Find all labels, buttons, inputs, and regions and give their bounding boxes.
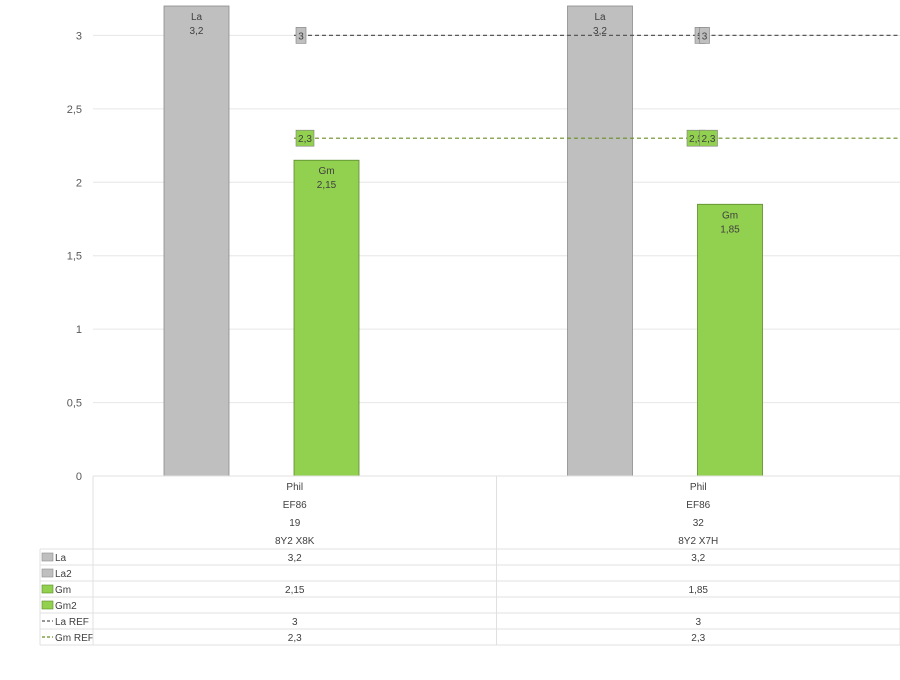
category-label: 19 <box>289 518 301 529</box>
legend-entry: La <box>55 553 67 564</box>
legend-key-gm <box>41 584 54 594</box>
table-cell: 3,2 <box>288 553 302 564</box>
bar-label-series: La <box>594 12 606 23</box>
ref-label: 2,3 <box>689 134 703 145</box>
table-cell: 3,2 <box>691 553 705 564</box>
legend-key-gm2 <box>41 600 54 610</box>
category-label: Phil <box>286 482 303 493</box>
bar-label-series: La <box>191 12 203 23</box>
table-cell: 2,3 <box>691 633 705 644</box>
table-cell: 3 <box>292 617 298 628</box>
legend-key-la <box>41 552 54 562</box>
bar-label-value: 2,15 <box>317 180 337 191</box>
category-label: 8Y2 X7H <box>678 536 718 547</box>
category-label: 8Y2 X8K <box>275 536 315 547</box>
bar-label-series: Gm <box>722 210 738 221</box>
ref-label: 3 <box>298 31 304 42</box>
y-tick-label: 1,5 <box>67 251 82 263</box>
table-cell: 2,3 <box>288 633 302 644</box>
bar-label-value: 1,85 <box>720 224 740 235</box>
ref-label: 2,3 <box>298 134 312 145</box>
y-tick-label: 1 <box>76 324 82 336</box>
bar-la <box>567 5 633 477</box>
ref-label-box <box>699 129 718 147</box>
legend-entry: Gm <box>55 585 71 596</box>
legend-key-la2 <box>41 568 54 578</box>
category-label: EF86 <box>686 500 710 511</box>
bar-gm <box>697 203 763 477</box>
legend-entry: La REF <box>55 617 89 628</box>
y-tick-label: 3 <box>76 30 82 42</box>
category-label: 32 <box>693 518 705 529</box>
bar-label-value: 3,2 <box>593 26 607 37</box>
ref-label-box <box>699 27 710 44</box>
legend-entry: La2 <box>55 569 72 580</box>
y-tick-label: 2 <box>76 177 82 189</box>
y-tick-label: 0 <box>76 471 82 483</box>
y-tick-label: 0,5 <box>67 398 82 410</box>
ref-label-box <box>295 27 307 44</box>
legend-entry: Gm2 <box>55 601 77 612</box>
ref-label-box <box>295 129 315 147</box>
bar-label-series: Gm <box>318 166 334 177</box>
bar-label-value: 3,2 <box>190 26 204 37</box>
bar-la <box>163 5 230 477</box>
ref-label: 3 <box>702 31 708 42</box>
category-label: Phil <box>690 482 707 493</box>
table-cell: 3 <box>695 617 701 628</box>
ref-label: 2,3 <box>702 134 716 145</box>
table-cell: 2,15 <box>285 585 305 596</box>
legend-entry: Gm REF <box>55 633 94 644</box>
category-label: EF86 <box>283 500 307 511</box>
bar-gm <box>293 159 360 477</box>
table-cell: 1,85 <box>689 585 709 596</box>
y-tick-label: 2,5 <box>67 104 82 116</box>
